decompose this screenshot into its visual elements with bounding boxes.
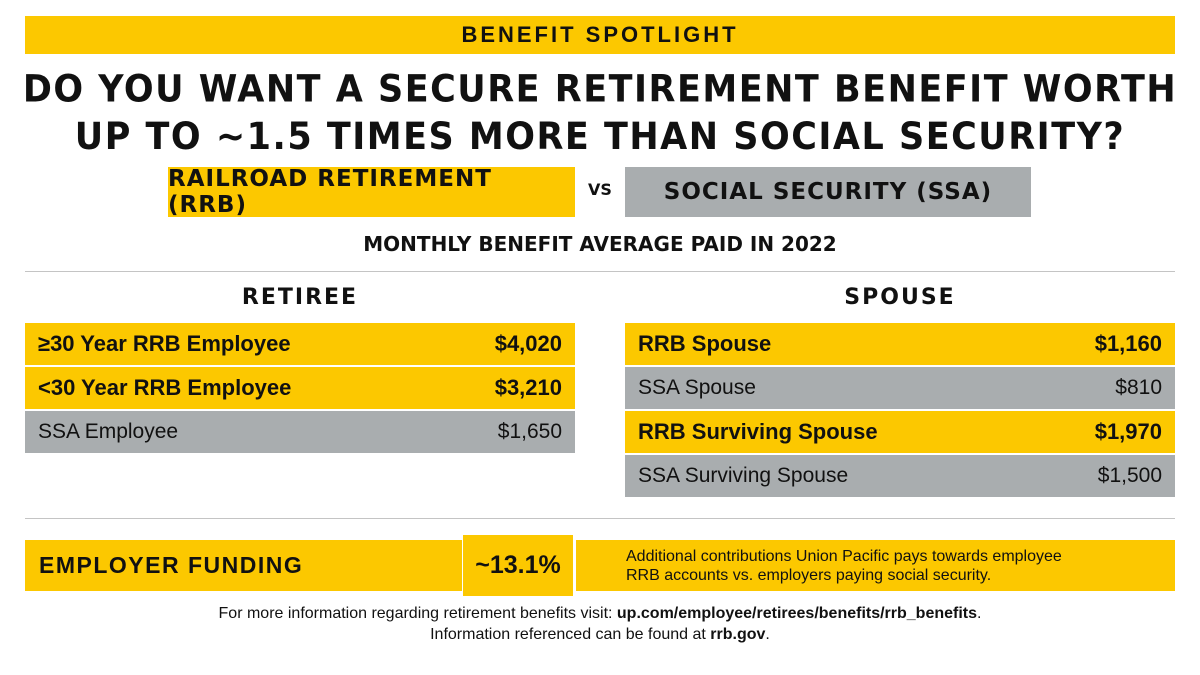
table-row: SSA Employee $1,650 xyxy=(25,411,575,453)
spouse-table: RRB Spouse $1,160 SSA Spouse $810 RRB Su… xyxy=(625,323,1175,499)
spouse-title: SPOUSE xyxy=(844,285,956,310)
row-value: $4,020 xyxy=(494,331,562,356)
table-row: SSA Spouse $810 xyxy=(625,367,1175,409)
employer-funding-text: EMPLOYER FUNDING xyxy=(39,552,304,578)
row-label: SSA Employee xyxy=(38,420,179,443)
rrb-label-box: RAILROAD RETIREMENT (RRB) xyxy=(168,166,575,218)
rrb-label: RAILROAD RETIREMENT (RRB) xyxy=(168,166,492,218)
table-row: ≥30 Year RRB Employee $4,020 xyxy=(25,323,575,365)
employer-funding-label: EMPLOYER FUNDING xyxy=(25,540,462,591)
banner-text: BENEFIT SPOTLIGHT xyxy=(461,22,739,47)
row-value: $1,160 xyxy=(1094,331,1162,356)
footer-text: Information referenced can be found at xyxy=(430,626,711,643)
row-label: <30 Year RRB Employee xyxy=(38,375,292,400)
row-value: $810 xyxy=(1115,376,1162,399)
row-value: $1,500 xyxy=(1097,464,1162,487)
footer-text: For more information regarding retiremen… xyxy=(218,605,617,622)
footer-punct: . xyxy=(977,605,982,622)
row-value: $1,650 xyxy=(497,420,562,443)
row-label: ≥30 Year RRB Employee xyxy=(38,331,291,356)
ssa-label: SOCIAL SECURITY (SSA) xyxy=(663,179,993,205)
row-value: $3,210 xyxy=(494,375,562,400)
footer: For more information regarding retiremen… xyxy=(0,603,1200,645)
footer-line-1: For more information regarding retiremen… xyxy=(0,603,1200,624)
table-row: RRB Surviving Spouse $1,970 xyxy=(625,411,1175,453)
benefit-spotlight-banner: BENEFIT SPOTLIGHT xyxy=(25,16,1175,54)
row-label: RRB Surviving Spouse xyxy=(638,419,878,444)
headline-line-1: DO YOU WANT A SECURE RETIREMENT BENEFIT … xyxy=(22,68,1178,112)
employer-funding-description: Additional contributions Union Pacific p… xyxy=(576,540,1175,591)
employer-funding-percent: ~13.1% xyxy=(475,551,561,579)
retiree-title: RETIREE xyxy=(241,285,359,310)
employer-funding-value: ~13.1% xyxy=(463,535,573,596)
description-line-2: RRB accounts vs. employers paying social… xyxy=(626,566,992,584)
table-row: <30 Year RRB Employee $3,210 xyxy=(25,367,575,409)
vs-label: VS xyxy=(588,180,612,199)
headline-line-2: UP TO ~1.5 TIMES MORE THAN SOCIAL SECURI… xyxy=(74,115,1126,159)
benefits-link[interactable]: up.com/employee/retirees/benefits/rrb_be… xyxy=(616,605,978,622)
row-value: $1,970 xyxy=(1094,419,1162,444)
top-divider xyxy=(25,271,1175,272)
footer-punct: . xyxy=(765,626,770,643)
table-row: RRB Spouse $1,160 xyxy=(625,323,1175,365)
bottom-divider xyxy=(25,518,1175,519)
section-subtitle: MONTHLY BENEFIT AVERAGE PAID IN 2022 xyxy=(363,232,837,256)
table-row: SSA Surviving Spouse $1,500 xyxy=(625,455,1175,497)
rrb-gov-link[interactable]: rrb.gov xyxy=(710,626,766,643)
ssa-label-box: SOCIAL SECURITY (SSA) xyxy=(625,167,1031,217)
footer-line-2: Information referenced can be found at r… xyxy=(0,624,1200,645)
row-label: SSA Surviving Spouse xyxy=(638,464,849,487)
retiree-table: ≥30 Year RRB Employee $4,020 <30 Year RR… xyxy=(25,323,575,455)
row-label: RRB Spouse xyxy=(638,331,772,356)
headline: DO YOU WANT A SECURE RETIREMENT BENEFIT … xyxy=(0,66,1200,161)
description-line-1: Additional contributions Union Pacific p… xyxy=(626,547,1062,565)
row-label: SSA Spouse xyxy=(638,376,756,399)
